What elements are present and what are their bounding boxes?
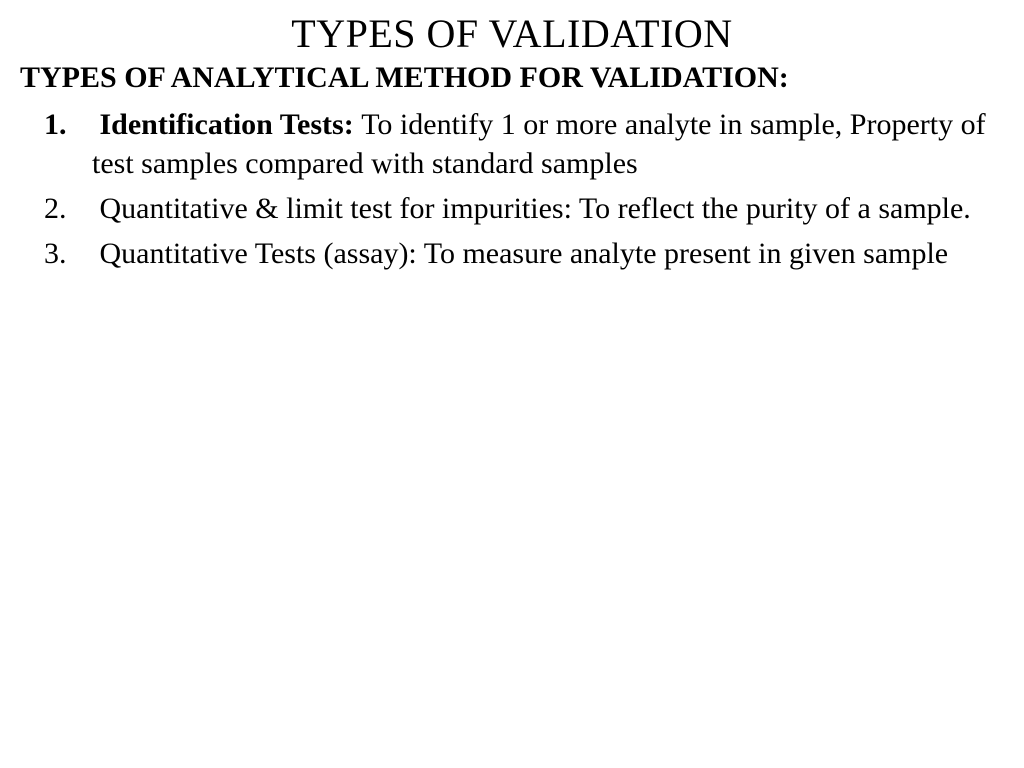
list-item-text: Quantitative & limit test for impurities… xyxy=(100,192,971,225)
slide-container: TYPES OF VALIDATION TYPES OF ANALYTICAL … xyxy=(0,0,1024,768)
slide-subtitle: TYPES OF ANALYTICAL METHOD FOR VALIDATIO… xyxy=(20,61,1004,95)
list-item: Identification Tests: To identify 1 or m… xyxy=(20,105,1004,183)
numbered-list: Identification Tests: To identify 1 or m… xyxy=(20,105,1004,273)
list-item-text: Quantitative Tests (assay): To measure a… xyxy=(100,237,949,270)
slide-title: TYPES OF VALIDATION xyxy=(20,10,1004,57)
list-item-lead: Identification Tests: xyxy=(100,108,362,141)
list-item: Quantitative Tests (assay): To measure a… xyxy=(20,234,1004,273)
list-item: Quantitative & limit test for impurities… xyxy=(20,189,1004,228)
